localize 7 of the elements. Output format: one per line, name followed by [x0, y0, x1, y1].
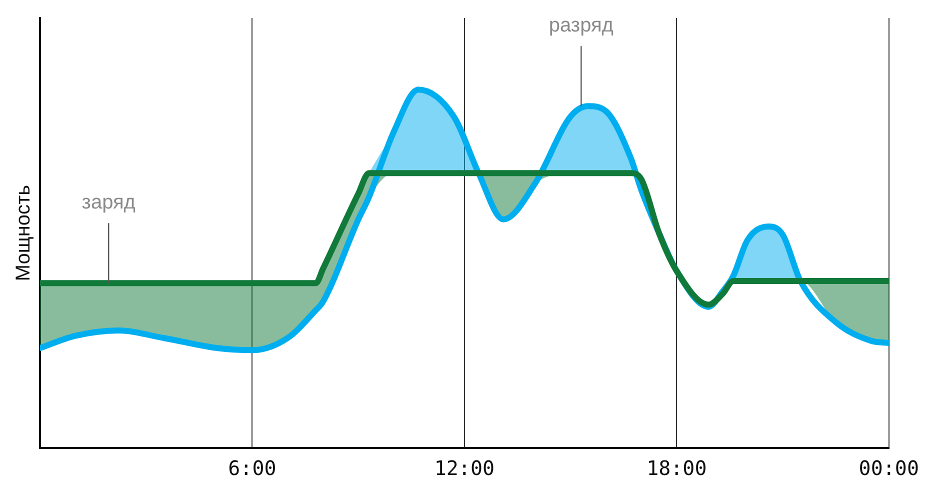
- x-tick-label: 00:00: [858, 456, 920, 480]
- x-tick-label: 6:00: [228, 456, 276, 480]
- y-axis-title: Мощность: [12, 184, 35, 282]
- x-tick-label: 12:00: [434, 456, 495, 480]
- annotation: заряд: [82, 192, 136, 214]
- x-tick-label: 18:00: [646, 456, 707, 480]
- annotation: разряд: [548, 14, 614, 37]
